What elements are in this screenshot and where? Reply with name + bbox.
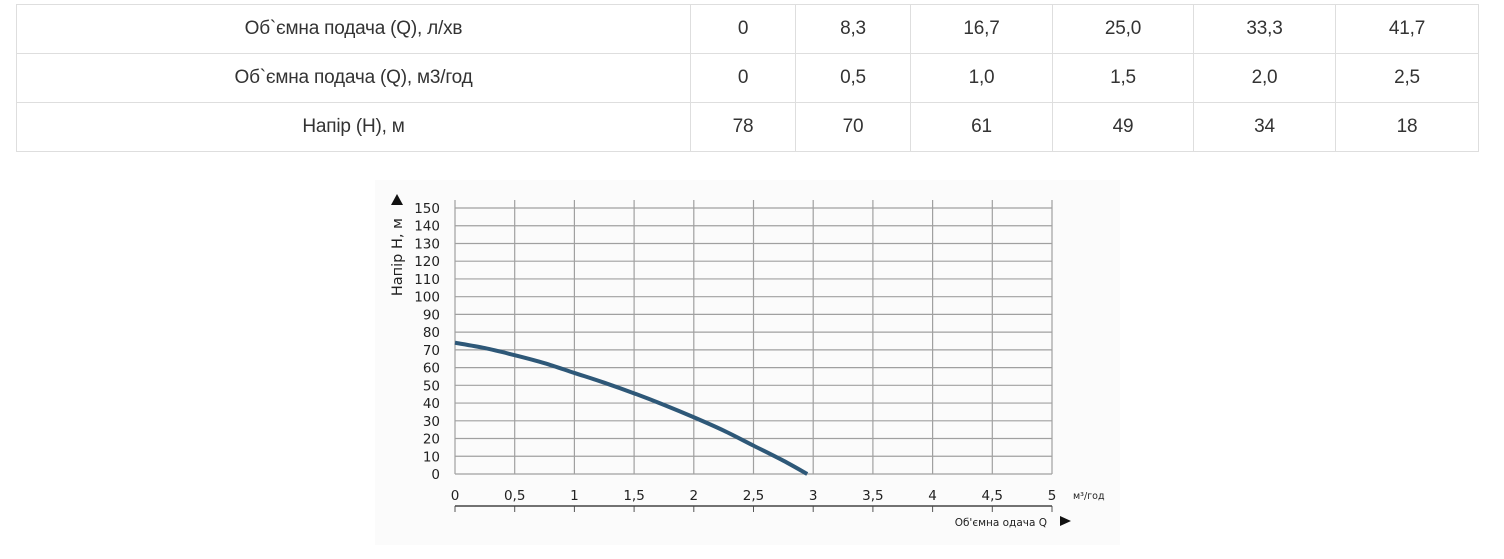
x-tick-label: 1,5 [623,488,644,504]
table-cell: 8,3 [795,4,911,54]
y-tick-label: 100 [414,290,440,306]
x-tick-label: 0,5 [504,488,525,504]
table-cell: 70 [795,102,911,152]
y-axis-title: Напір H, м [390,218,406,296]
y-tick-label: 0 [431,467,440,483]
y-tick-label: 40 [423,396,440,412]
row-label: Об`ємна подача (Q), м3/год [16,53,691,103]
table-cell: 2,0 [1193,53,1336,103]
y-tick-label: 90 [423,307,440,323]
y-tick-label: 130 [414,236,440,252]
table-cell: 34 [1193,102,1336,152]
y-tick-label: 60 [423,361,440,377]
x-tick-label: 5 [1048,488,1057,504]
x-unit-label: м³/год [1073,491,1105,502]
table-cell: 25,0 [1052,4,1194,54]
table-cell: 0 [690,53,796,103]
performance-table: Об`ємна подача (Q), л/хв 0 8,3 16,7 25,0 33,3… [16,4,1479,152]
x-tick-label: 0 [451,488,460,504]
x-tick-label: 4,5 [982,488,1003,504]
table-cell: 41,7 [1335,4,1479,54]
y-tick-label: 20 [423,432,440,448]
table-cell: 0,5 [795,53,911,103]
y-tick-label: 10 [423,449,440,465]
pump-curve-chart: 0 10 20 30 40 50 60 70 80 90 100 110 120 130 140 150 0 0,… [375,180,1120,545]
x-axis-title: Об'ємна одача Q [955,517,1047,529]
y-tick-label: 110 [414,272,440,288]
row-label: Напір (H), м [16,102,691,152]
table-cell: 1,5 [1052,53,1194,103]
x-tick-label: 4 [928,488,937,504]
table-cell: 0 [690,4,796,54]
table-cell: 18 [1335,102,1479,152]
x-tick-label: 2,5 [743,488,764,504]
y-tick-label: 140 [414,219,440,235]
table-cell: 33,3 [1193,4,1336,54]
table-cell: 78 [690,102,796,152]
table-cell: 2,5 [1335,53,1479,103]
x-tick-label: 3,5 [862,488,883,504]
row-label: Об`ємна подача (Q), л/хв [16,4,691,54]
y-tick-label: 70 [423,343,440,359]
y-tick-label: 50 [423,378,440,394]
table-row: Об`ємна подача (Q), л/хв 0 8,3 16,7 25,0 33,3… [16,4,1479,54]
table-cell: 49 [1052,102,1194,152]
y-axis-arrow-icon [391,194,403,205]
y-tick-label: 150 [414,201,440,217]
x-axis-arrow-icon [1060,516,1071,526]
pump-curve-line [454,340,809,476]
table-cell: 61 [910,102,1053,152]
y-tick-label: 30 [423,414,440,430]
x-tick-label: 2 [690,488,699,504]
y-tick-label: 120 [414,254,440,270]
table-cell: 16,7 [910,4,1053,54]
table-row: Напір (H), м 78 70 61 49 34 18 [16,102,1479,152]
y-tick-label: 80 [423,325,440,341]
x-tick-label: 3 [809,488,818,504]
x-tick-label: 1 [570,488,579,504]
table-cell: 1,0 [910,53,1053,103]
table-row: Об`ємна подача (Q), м3/год 0 0,5 1,0 1,5 2,0 2… [16,53,1479,103]
